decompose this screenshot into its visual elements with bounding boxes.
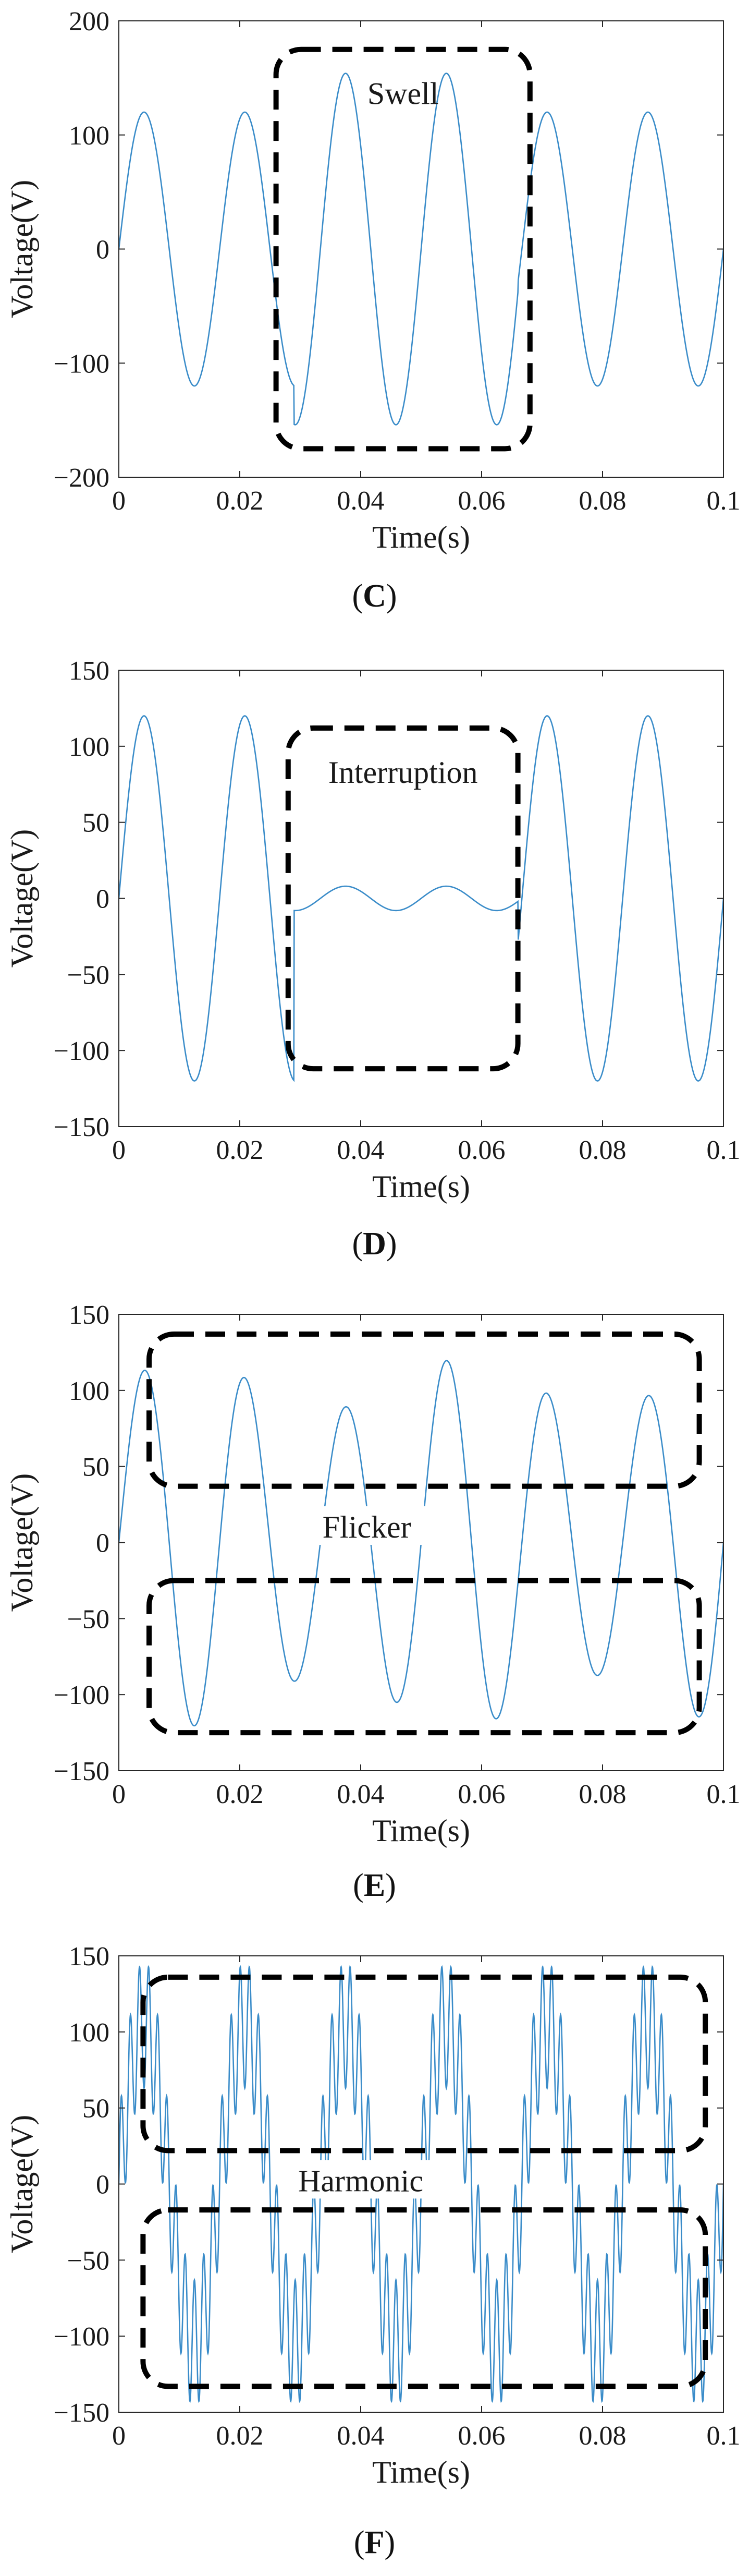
- x-tick-label: 0.08: [579, 2421, 627, 2451]
- annotation-dashed-box: [140, 1974, 708, 2154]
- y-tick-label: 0: [96, 2170, 109, 2200]
- y-tick-label: 0: [96, 235, 109, 265]
- caption-close: ): [384, 2525, 396, 2560]
- annotation-label: Interruption: [328, 755, 478, 790]
- y-tick-label: 100: [69, 2018, 109, 2048]
- x-tick-label: 0.06: [458, 2421, 506, 2451]
- x-tick-label: 0.02: [216, 1780, 264, 1809]
- y-tick-label: −150: [54, 2398, 109, 2428]
- y-tick-label: 50: [82, 2094, 109, 2124]
- y-tick-label: −200: [54, 463, 109, 493]
- panel-f: 0 0.02 0.04 0.06 0.08 0.1 −150 −100 −50 0 50 100 150…: [0, 1935, 749, 2576]
- x-tick-label: 0.1: [707, 1780, 741, 1809]
- caption-e: (E): [0, 1867, 749, 1904]
- y-tick-label: −100: [54, 349, 109, 379]
- x-tick-label: 0.1: [707, 1135, 741, 1165]
- x-tick-label: 0.02: [216, 486, 264, 516]
- x-tick-label: 0: [112, 486, 126, 516]
- y-tick-label: 200: [69, 7, 109, 37]
- annotation-label: Flicker: [323, 1510, 411, 1544]
- y-tick-label: 100: [69, 1376, 109, 1406]
- signal-series-line: [119, 715, 723, 1082]
- y-tick-label: 0: [96, 1529, 109, 1558]
- x-axis-label: Time(s): [372, 1169, 470, 1204]
- y-tick-label: −50: [67, 1604, 109, 1634]
- y-axis-label: Voltage(V): [5, 2115, 39, 2254]
- x-tick-label: 0.04: [337, 1135, 385, 1165]
- panel-d: 0 0.02 0.04 0.06 0.08 0.1 −150 −100 −50 0 50 100 150…: [0, 649, 749, 1275]
- y-tick-label: 100: [69, 121, 109, 151]
- x-tick-label: 0: [112, 1780, 126, 1809]
- interruption-chart: 0 0.02 0.04 0.06 0.08 0.1 −150 −100 −50 0 50 100 150…: [5, 656, 741, 1204]
- x-tick-label: 0.08: [579, 1780, 627, 1809]
- x-tick-label: 0.02: [216, 1135, 264, 1165]
- caption-letter: F: [364, 2525, 385, 2560]
- panel-e: 0 0.02 0.04 0.06 0.08 0.1 −150 −100 −50 0 50 100 150…: [0, 1293, 749, 1919]
- caption-open: (: [352, 578, 363, 614]
- caption-c: (C): [0, 578, 749, 615]
- y-tick-label: −50: [67, 960, 109, 990]
- x-tick-label: 0.02: [216, 2421, 264, 2451]
- y-axis-label: Voltage(V): [5, 1473, 39, 1612]
- x-tick-label: 0.08: [579, 486, 627, 516]
- y-tick-label: 50: [82, 808, 109, 838]
- y-tick-label: 0: [96, 885, 109, 914]
- y-tick-label: −100: [54, 1680, 109, 1710]
- caption-open: (: [353, 1868, 364, 1903]
- panel-c: 0 0.02 0.04 0.06 0.08 0.1 −200 −100 0 100 200 Time(…: [0, 0, 749, 626]
- y-tick-label: 150: [69, 1942, 109, 1972]
- caption-close: ): [386, 578, 397, 614]
- x-tick-label: 0: [112, 1135, 126, 1165]
- caption-letter: D: [363, 1226, 386, 1262]
- x-tick-label: 0.1: [707, 2421, 741, 2451]
- y-tick-label: 50: [82, 1453, 109, 1482]
- annotation-dashed-box: [140, 2207, 708, 2389]
- annotation-dashed-box: [285, 725, 521, 1072]
- x-axis-label: Time(s): [372, 1813, 470, 1848]
- x-axis-label: Time(s): [372, 2455, 470, 2489]
- caption-open: (: [353, 2525, 365, 2560]
- annotation-dashed-box: [273, 46, 533, 452]
- x-tick-label: 0.08: [579, 1135, 627, 1165]
- y-tick-label: 150: [69, 656, 109, 686]
- x-axis-label: Time(s): [372, 520, 470, 554]
- x-tick-label: 0.04: [337, 1780, 385, 1809]
- x-tick-label: 0.06: [458, 1135, 506, 1165]
- y-tick-label: −50: [67, 2246, 109, 2276]
- y-axis-label: Voltage(V): [5, 829, 39, 968]
- caption-letter: C: [363, 578, 386, 614]
- annotation-label: Harmonic: [298, 2163, 423, 2198]
- harmonic-chart: 0 0.02 0.04 0.06 0.08 0.1 −150 −100 −50 0 50 100 150…: [5, 1942, 741, 2489]
- caption-close: ): [386, 1226, 397, 1262]
- flicker-chart: 0 0.02 0.04 0.06 0.08 0.1 −150 −100 −50 0 50 100 150…: [5, 1300, 741, 1848]
- x-tick-label: 0.1: [707, 486, 741, 516]
- x-tick-label: 0.06: [458, 486, 506, 516]
- x-tick-label: 0.04: [337, 2421, 385, 2451]
- y-axis-label: Voltage(V): [5, 180, 39, 319]
- y-tick-label: 150: [69, 1300, 109, 1330]
- caption-letter: E: [363, 1868, 386, 1903]
- y-tick-label: −150: [54, 1112, 109, 1142]
- y-tick-label: 100: [69, 732, 109, 762]
- annotation-label-bg: [288, 1506, 445, 1545]
- swell-chart: 0 0.02 0.04 0.06 0.08 0.1 −200 −100 0 100 200 Time(…: [5, 7, 741, 554]
- caption-d: (D): [0, 1226, 749, 1263]
- caption-open: (: [352, 1226, 363, 1262]
- caption-close: ): [385, 1868, 396, 1903]
- signal-series-line: [119, 72, 723, 426]
- annotation-label-bg: [283, 2160, 439, 2199]
- annotation-label: Swell: [367, 77, 439, 111]
- y-tick-label: −150: [54, 1757, 109, 1786]
- y-tick-label: −100: [54, 1036, 109, 1066]
- y-tick-label: −100: [54, 2322, 109, 2352]
- caption-f: (F): [0, 2524, 749, 2561]
- x-tick-label: 0: [112, 2421, 126, 2451]
- x-tick-label: 0.06: [458, 1780, 506, 1809]
- x-tick-label: 0.04: [337, 486, 385, 516]
